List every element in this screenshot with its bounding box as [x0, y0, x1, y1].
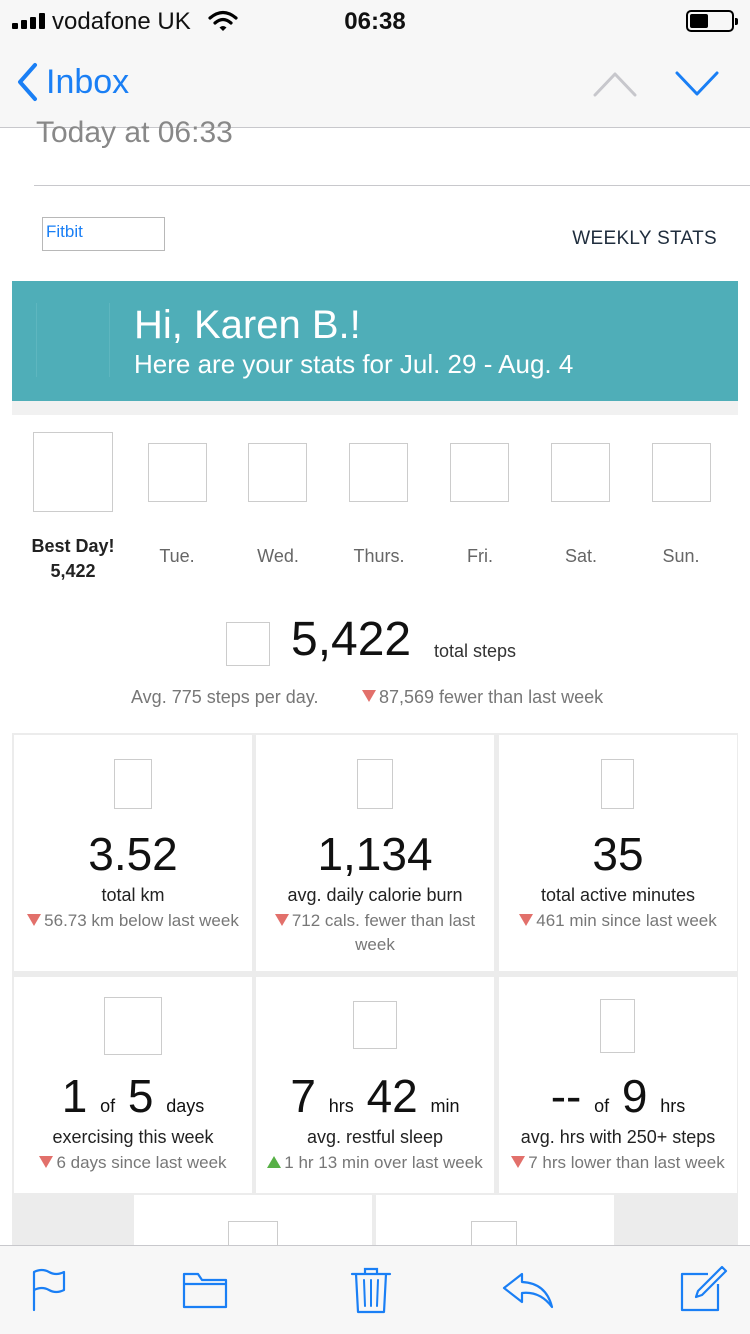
wifi-icon	[208, 10, 238, 31]
day-icon-sat	[551, 443, 610, 502]
day-label-sat: Sat.	[564, 546, 598, 566]
distance-icon	[114, 759, 152, 809]
stat-diff: 712 cals. fewer than last week	[260, 909, 490, 957]
chevron-down-icon[interactable]	[674, 70, 720, 98]
back-label: Inbox	[46, 62, 130, 101]
day-label-thu: Thurs.	[353, 546, 405, 566]
best-day-label: Best Day! 5,422	[23, 534, 123, 584]
stat-label: avg. restful sleep	[306, 1127, 444, 1147]
stat-label: avg. daily calorie burn	[287, 885, 463, 905]
total-steps-unit: total steps	[434, 641, 517, 661]
steps-difference: 87,569 fewer than last week	[362, 687, 603, 708]
trend-down-icon	[519, 913, 534, 926]
day-label-sun: Sun.	[662, 546, 700, 566]
greeting-title: Hi, Karen B.!	[134, 303, 361, 347]
signal-icon	[12, 13, 45, 29]
stat-diff: 1 hr 13 min over last week	[260, 1151, 490, 1175]
folder-icon[interactable]	[182, 1270, 228, 1310]
divider	[34, 185, 750, 186]
stat-value: 35	[592, 828, 644, 880]
calories-icon	[357, 759, 393, 809]
stat-tile-distance: 3.52 total km 56.73 km below last week	[14, 735, 252, 971]
stat-label: total active minutes	[540, 885, 696, 905]
best-day-icon	[33, 432, 113, 512]
stat-diff: 461 min since last week	[503, 909, 733, 933]
exercise-icon	[104, 997, 162, 1055]
stat-value: 1,134	[317, 828, 433, 880]
trend-up-icon	[267, 1155, 282, 1168]
stat-tile-sleep: 7 hrs 42 min avg. restful sleep 1 hr 13 …	[256, 977, 494, 1193]
stat-value: 3.52	[88, 828, 178, 880]
stat-diff: 56.73 km below last week	[18, 909, 248, 933]
greeting-subtitle: Here are your stats for Jul. 29 - Aug. 4	[134, 349, 574, 379]
back-to-inbox-button[interactable]: Inbox	[16, 62, 129, 102]
day-icon-thu	[349, 443, 408, 502]
status-bar: vodafone UK 06:38	[0, 0, 750, 42]
chevron-up-icon[interactable]	[592, 70, 638, 98]
day-label-tue: Tue.	[159, 546, 195, 566]
battery-icon	[686, 10, 738, 32]
stat-value: 1 of 5 days	[61, 1070, 205, 1122]
fitbit-logo-link[interactable]: Fitbit	[42, 217, 165, 251]
stat-diff: 6 days since last week	[18, 1151, 248, 1175]
sleep-icon	[353, 1001, 397, 1049]
stat-tile-active-minutes: 35 total active minutes 461 min since la…	[499, 735, 737, 971]
day-icon-tue	[148, 443, 207, 502]
trend-down-icon	[362, 690, 376, 703]
day-label-fri: Fri.	[467, 546, 493, 566]
best-day-value: 5,422	[50, 561, 96, 581]
chevron-left-icon	[18, 63, 37, 101]
greeting-banner: Hi, Karen B.! Here are your stats for Ju…	[12, 281, 738, 401]
stat-diff: 7 hrs lower than last week	[503, 1151, 733, 1175]
stat-value: -- of 9 hrs	[550, 1070, 686, 1122]
trash-icon[interactable]	[350, 1266, 392, 1314]
flag-icon[interactable]	[30, 1266, 68, 1312]
stat-label: total km	[101, 885, 165, 905]
trend-down-icon	[274, 913, 289, 926]
stat-tile-calories: 1,134 avg. daily calorie burn 712 cals. …	[256, 735, 494, 971]
trend-down-icon	[39, 1155, 54, 1168]
stat-tile-exercise-days: 1 of 5 days exercising this week 6 days …	[14, 977, 252, 1193]
bottom-toolbar	[0, 1245, 750, 1334]
trend-down-icon	[27, 913, 42, 926]
stat-label: exercising this week	[52, 1127, 214, 1147]
day-icon-wed	[248, 443, 307, 502]
compose-icon[interactable]	[678, 1264, 728, 1314]
stat-tile-hourly-steps: -- of 9 hrs avg. hrs with 250+ steps 7 h…	[499, 977, 737, 1193]
reply-icon[interactable]	[500, 1270, 556, 1310]
day-icon-fri	[450, 443, 509, 502]
total-steps-value: 5,422	[291, 613, 412, 666]
active-minutes-icon	[601, 759, 634, 809]
avatar	[36, 303, 110, 377]
steps-average: Avg. 775 steps per day.	[131, 687, 319, 707]
email-date: Today at 06:33	[36, 116, 233, 149]
trend-down-icon	[511, 1155, 526, 1168]
banner-shadow	[12, 401, 738, 415]
navigation-bar: Inbox	[0, 42, 750, 128]
carrier-name: vodafone UK	[52, 8, 191, 35]
stat-label: avg. hrs with 250+ steps	[520, 1127, 716, 1147]
status-time: 06:38	[344, 8, 406, 35]
day-label-wed: Wed.	[257, 546, 299, 566]
stat-value: 7 hrs 42 min	[290, 1070, 460, 1122]
hourly-steps-icon	[600, 999, 635, 1053]
day-icon-sun	[652, 443, 711, 502]
steps-icon	[226, 622, 270, 666]
weekly-stats-heading: WEEKLY STATS	[572, 228, 717, 249]
